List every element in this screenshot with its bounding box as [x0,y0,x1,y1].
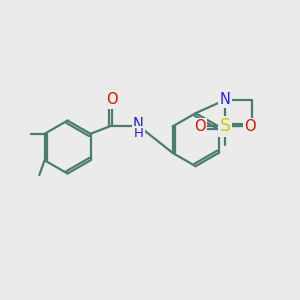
Text: N: N [133,118,144,133]
Text: O: O [194,119,206,134]
Text: S: S [220,117,231,135]
Text: O: O [244,119,256,134]
Text: N: N [220,92,230,107]
Text: H: H [133,127,143,140]
Text: O: O [106,92,118,107]
